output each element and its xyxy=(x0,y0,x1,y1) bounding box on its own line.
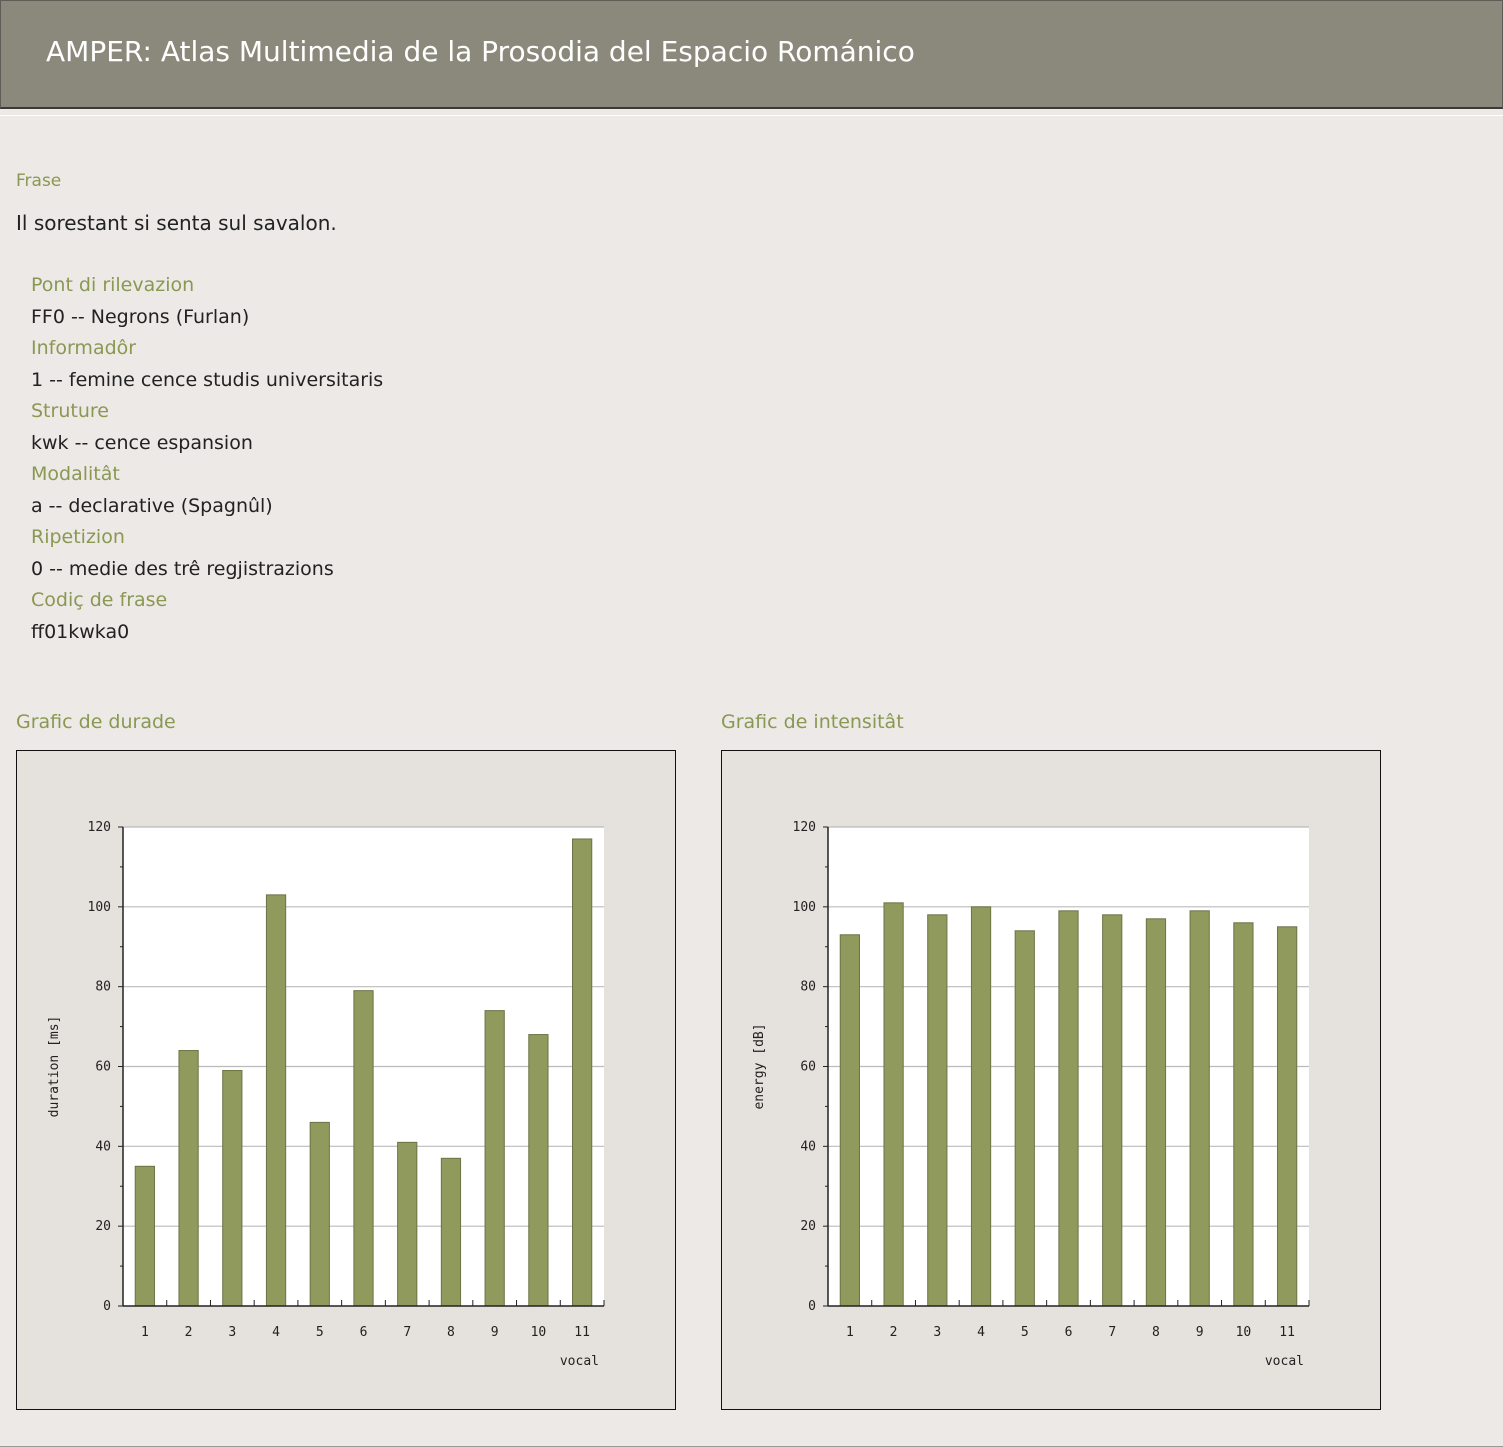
y-tick-label: 120 xyxy=(88,820,111,835)
y-tick-label: 0 xyxy=(103,1299,111,1314)
bar xyxy=(839,934,860,1307)
field-value: 1 -- femine cence studis universitaris xyxy=(31,369,384,391)
duration-chart-title: Grafic de durade xyxy=(16,711,176,733)
y-tick-label: 120 xyxy=(793,820,816,835)
field-value: ff01kwka0 xyxy=(31,621,130,643)
frase-label: Frase xyxy=(16,171,62,191)
y-tick-label: 40 xyxy=(95,1139,111,1154)
bar xyxy=(265,894,287,1307)
x-tick-label: 5 xyxy=(1021,1325,1029,1340)
bar xyxy=(397,1141,418,1307)
page-title: AMPER: Atlas Multimedia de la Prosodia d… xyxy=(46,35,915,68)
x-tick-label: 2 xyxy=(185,1325,193,1340)
bar xyxy=(440,1157,462,1307)
y-axis-label: duration [ms] xyxy=(47,1016,62,1118)
bar xyxy=(1058,910,1079,1307)
energy-chart-title: Grafic de intensitât xyxy=(721,711,904,733)
header: AMPER: Atlas Multimedia de la Prosodia d… xyxy=(0,0,1503,109)
y-tick-label: 100 xyxy=(793,900,816,915)
bar xyxy=(1189,910,1210,1307)
bar xyxy=(528,1034,549,1307)
bar xyxy=(222,1069,243,1307)
field-value: kwk -- cence espansion xyxy=(31,432,253,454)
x-tick-label: 4 xyxy=(272,1325,280,1340)
bar xyxy=(1277,926,1298,1307)
bar xyxy=(1233,922,1254,1307)
bar xyxy=(970,906,992,1307)
y-tick-label: 60 xyxy=(95,1060,111,1075)
field-label: Informadôr xyxy=(31,337,137,359)
energy-chart-svg: 0 20 40 60 80 100 120 1 2 3 4 5 6 7 8 9 10 11 vocal energy … xyxy=(752,820,1310,1369)
x-tick-label: 9 xyxy=(491,1325,499,1340)
x-tick-label: 7 xyxy=(403,1325,411,1340)
field-label: Struture xyxy=(31,400,109,422)
x-tick-label: 1 xyxy=(141,1325,149,1340)
duration-chart-svg: 0 20 40 60 80 100 120 1 2 3 4 5 6 7 8 9 10 11 vocal duratio… xyxy=(47,820,605,1369)
bar xyxy=(178,1050,199,1307)
x-axis-label: vocal xyxy=(1265,1354,1304,1369)
bar xyxy=(883,902,904,1307)
bar xyxy=(309,1121,330,1307)
x-tick-label: 9 xyxy=(1196,1325,1204,1340)
y-tick-label: 100 xyxy=(88,900,111,915)
bar xyxy=(572,838,593,1307)
x-tick-label: 6 xyxy=(1065,1325,1073,1340)
y-tick-label: 20 xyxy=(95,1219,111,1234)
x-tick-label: 11 xyxy=(574,1325,590,1340)
field-label: Ripetizion xyxy=(31,526,125,548)
y-tick-label: 20 xyxy=(800,1219,816,1234)
bar xyxy=(1102,914,1123,1307)
x-tick-label: 5 xyxy=(316,1325,324,1340)
x-tick-label: 7 xyxy=(1108,1325,1116,1340)
field-label: Pont di rilevazion xyxy=(31,274,195,296)
y-tick-label: 60 xyxy=(800,1060,816,1075)
y-tick-label: 40 xyxy=(800,1139,816,1154)
x-tick-label: 10 xyxy=(531,1325,547,1340)
y-tick-label: 80 xyxy=(800,980,816,995)
field-value: FF0 -- Negrons (Furlan) xyxy=(31,306,250,328)
field-label: Modalitât xyxy=(31,463,120,485)
frase-value: Il sorestant si senta sul savalon. xyxy=(16,211,337,235)
y-tick-label: 80 xyxy=(95,980,111,995)
bar xyxy=(927,914,948,1307)
x-tick-label: 6 xyxy=(360,1325,368,1340)
field-label: Codiç de frase xyxy=(31,589,168,611)
x-tick-label: 2 xyxy=(890,1325,898,1340)
x-axis-label: vocal xyxy=(560,1354,599,1369)
duration-chart: 0 20 40 60 80 100 120 1 2 3 4 5 6 7 8 9 10 11 vocal duratio… xyxy=(16,750,676,1410)
x-tick-label: 4 xyxy=(977,1325,985,1340)
bar xyxy=(1145,918,1167,1307)
x-tick-label: 8 xyxy=(1152,1325,1160,1340)
x-tick-label: 3 xyxy=(933,1325,941,1340)
bar xyxy=(484,1010,505,1307)
x-tick-label: 11 xyxy=(1279,1325,1295,1340)
field-value: 0 -- medie des trê regjistrazions xyxy=(31,558,334,580)
x-tick-label: 3 xyxy=(228,1325,236,1340)
energy-chart: 0 20 40 60 80 100 120 1 2 3 4 5 6 7 8 9 10 11 vocal energy … xyxy=(721,750,1381,1410)
y-axis-label: energy [dB] xyxy=(752,1023,767,1109)
x-tick-label: 10 xyxy=(1236,1325,1252,1340)
y-tick-label: 0 xyxy=(808,1299,816,1314)
x-tick-label: 1 xyxy=(846,1325,854,1340)
field-value: a -- declarative (Spagnûl) xyxy=(31,495,273,517)
bar xyxy=(134,1165,155,1307)
bar xyxy=(353,990,374,1307)
x-tick-label: 8 xyxy=(447,1325,455,1340)
bar xyxy=(1014,930,1035,1307)
